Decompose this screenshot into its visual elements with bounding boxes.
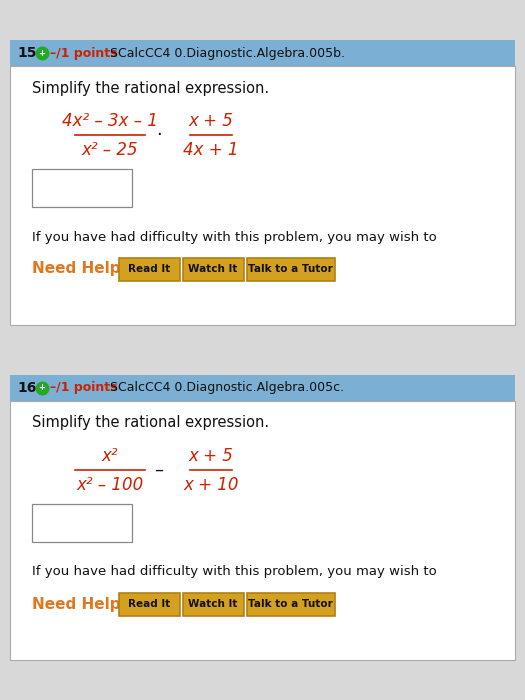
Text: Need Help?: Need Help? (32, 262, 130, 276)
Text: 4x² – 3x – 1: 4x² – 3x – 1 (62, 112, 158, 130)
FancyBboxPatch shape (119, 258, 180, 281)
Text: Read It: Read It (128, 264, 170, 274)
Text: Watch It: Watch It (188, 264, 238, 274)
Bar (10, 40, 515, 66)
Text: Talk to a Tutor: Talk to a Tutor (248, 264, 333, 274)
FancyBboxPatch shape (183, 258, 244, 281)
Text: –/1 points: –/1 points (50, 382, 118, 395)
Text: ·: · (156, 126, 162, 144)
FancyBboxPatch shape (247, 258, 334, 281)
Text: If you have had difficulty with this problem, you may wish to: If you have had difficulty with this pro… (32, 566, 437, 578)
Text: –/1 points: –/1 points (50, 46, 118, 60)
Text: +: + (38, 48, 46, 57)
FancyBboxPatch shape (183, 592, 244, 615)
Text: x + 5: x + 5 (188, 447, 234, 465)
Text: 15.: 15. (17, 46, 42, 60)
Bar (10, 66, 515, 325)
Text: Read It: Read It (128, 599, 170, 609)
Bar (10, 401, 515, 660)
Text: SCalcCC4 0.Diagnostic.Algebra.005c.: SCalcCC4 0.Diagnostic.Algebra.005c. (110, 382, 344, 395)
Text: x + 10: x + 10 (183, 476, 239, 494)
Text: Watch It: Watch It (188, 599, 238, 609)
Text: +: + (38, 384, 46, 393)
Text: 16.: 16. (17, 381, 41, 395)
Text: x² – 100: x² – 100 (76, 476, 144, 494)
Text: x²: x² (102, 447, 118, 465)
Text: Need Help?: Need Help? (32, 596, 130, 612)
FancyBboxPatch shape (119, 592, 180, 615)
Bar (32, 169, 132, 207)
Text: x² – 25: x² – 25 (82, 141, 138, 159)
Text: Talk to a Tutor: Talk to a Tutor (248, 599, 333, 609)
Text: If you have had difficulty with this problem, you may wish to: If you have had difficulty with this pro… (32, 230, 437, 244)
Text: x + 5: x + 5 (188, 112, 234, 130)
Text: Simplify the rational expression.: Simplify the rational expression. (32, 80, 269, 95)
FancyBboxPatch shape (247, 592, 334, 615)
Bar (32, 504, 132, 542)
Text: Simplify the rational expression.: Simplify the rational expression. (32, 416, 269, 430)
Text: –: – (154, 461, 163, 479)
Text: SCalcCC4 0.Diagnostic.Algebra.005b.: SCalcCC4 0.Diagnostic.Algebra.005b. (110, 46, 345, 60)
Bar (10, 375, 515, 401)
Text: 4x + 1: 4x + 1 (183, 141, 239, 159)
